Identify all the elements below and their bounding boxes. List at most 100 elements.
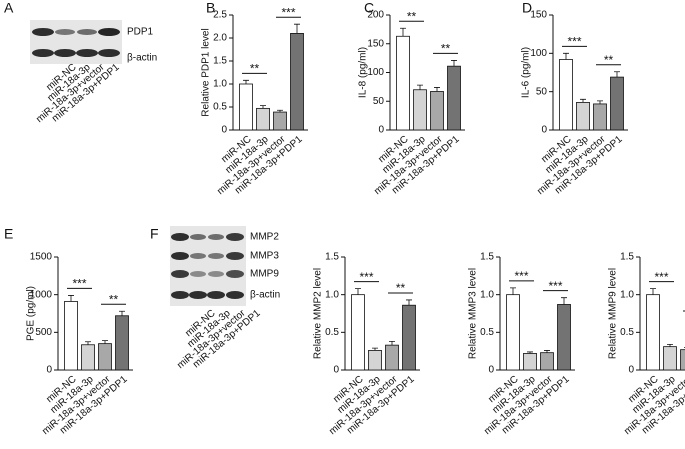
y-tick-label: 0.5 xyxy=(325,327,339,338)
bar xyxy=(385,344,399,371)
y-tick-label: 500 xyxy=(35,327,52,338)
y-tick-label: 50 xyxy=(373,96,385,107)
significance-label: *** xyxy=(567,35,581,49)
error-bar xyxy=(434,87,440,92)
error-bar xyxy=(389,340,395,346)
y-tick-label: 0.5 xyxy=(620,327,634,338)
blot-f: MMP2 MMP3 MMP9 β-actin xyxy=(170,226,280,306)
bands xyxy=(32,28,120,57)
error-bar xyxy=(355,288,361,295)
y-axis-label: Relative PDP1 level xyxy=(201,28,212,116)
bar xyxy=(98,343,112,371)
bar xyxy=(430,91,444,131)
bar xyxy=(290,33,304,131)
error-bar xyxy=(597,100,603,104)
bar xyxy=(610,76,624,131)
chart: 050100150miR-NCmiR-18a-3pmiR-18a-3p+vect… xyxy=(521,10,628,197)
y-axis-label: PGE (pg/ml) xyxy=(26,286,37,341)
y-axis-label: IL-8 (pg/ml) xyxy=(358,47,369,98)
y-tick-label: 2.5 xyxy=(213,10,227,21)
blot-label: β-actin xyxy=(127,53,157,64)
y-tick-label: 0 xyxy=(378,125,384,136)
bar xyxy=(115,315,129,371)
y-tick-label: 1.0 xyxy=(480,289,494,300)
blot-label: β-actin xyxy=(250,290,280,301)
bar xyxy=(81,344,95,371)
error-bar xyxy=(561,297,567,305)
y-axis-label: Relative MMP2 level xyxy=(313,268,324,359)
y-tick-label: 0.5 xyxy=(213,102,227,113)
error-bar xyxy=(243,79,249,84)
error-bar xyxy=(277,109,283,113)
error-bar xyxy=(527,351,533,354)
panel-letter: F xyxy=(150,226,159,242)
error-bar xyxy=(667,343,673,347)
error-bar xyxy=(563,52,569,60)
y-tick-label: 100 xyxy=(530,48,547,59)
chart: 00.51.01.5miR-NCmiR-18a-3pmiR-18a-3p+vec… xyxy=(313,252,420,437)
bar xyxy=(351,294,365,371)
y-tick-label: 150 xyxy=(367,38,384,49)
significance-label: ** xyxy=(604,53,614,67)
y-tick-label: 1.0 xyxy=(213,79,227,90)
significance-label: *** xyxy=(654,270,668,284)
y-tick-label: 1.0 xyxy=(325,289,339,300)
chart: 00.51.01.5miR-NCmiR-18a-3pmiR-18a-3p+vec… xyxy=(468,252,575,437)
error-bar xyxy=(544,350,550,353)
bar xyxy=(576,102,590,131)
error-bar xyxy=(372,347,378,351)
significance-label: *** xyxy=(514,269,528,283)
panel-letter: C xyxy=(364,0,374,16)
bar xyxy=(559,59,573,131)
blot-background xyxy=(30,20,122,64)
error-bar xyxy=(406,299,412,306)
panel-letter: B xyxy=(206,0,215,16)
error-bar xyxy=(85,341,91,345)
bar xyxy=(273,111,287,131)
chart: 050100150200miR-NCmiR-18a-3pmiR-18a-3p+v… xyxy=(358,9,465,197)
y-tick-label: 0 xyxy=(333,365,339,376)
y-tick-label: 1500 xyxy=(30,252,53,263)
significance-label: *** xyxy=(72,277,86,291)
significance-label: *** xyxy=(281,5,295,19)
chart: 00.51.01.52.02.5miR-NCmiR-18a-3pmiR-18a-… xyxy=(201,5,308,197)
y-tick-label: 2.0 xyxy=(213,33,227,44)
error-bar xyxy=(400,27,406,37)
y-tick-label: 200 xyxy=(367,10,384,21)
significance-label: *** xyxy=(359,270,373,284)
blot-a: PDP1 β-actin xyxy=(30,20,157,64)
error-bar xyxy=(102,340,108,344)
y-tick-label: 0 xyxy=(221,125,227,136)
bar xyxy=(523,353,537,371)
bar xyxy=(396,35,410,131)
panel-letter: E xyxy=(4,226,13,242)
bar xyxy=(680,349,685,371)
significance-label: ** xyxy=(441,42,451,56)
error-bar xyxy=(260,105,266,109)
y-tick-label: 50 xyxy=(536,86,548,97)
bar xyxy=(646,294,660,371)
y-tick-label: 150 xyxy=(530,10,547,21)
bar xyxy=(506,294,520,371)
blot-label: MMP9 xyxy=(250,269,279,280)
y-tick-label: 1.5 xyxy=(325,252,339,263)
bar xyxy=(663,346,677,371)
significance-label: ** xyxy=(407,9,417,23)
error-bar xyxy=(451,60,457,67)
bar xyxy=(368,350,382,371)
bar xyxy=(557,304,571,371)
blot-label: MMP2 xyxy=(250,232,279,243)
error-bar xyxy=(294,23,300,34)
error-bar xyxy=(580,98,586,103)
error-bar xyxy=(68,295,74,302)
error-bar xyxy=(650,288,656,295)
significance-label: *** xyxy=(548,279,562,293)
bar xyxy=(413,89,427,131)
panel-letter: A xyxy=(4,0,14,16)
y-tick-label: 1.0 xyxy=(620,289,634,300)
blot-label: PDP1 xyxy=(127,27,154,38)
blot-label: MMP3 xyxy=(250,251,279,262)
y-tick-label: 1.5 xyxy=(620,252,634,263)
bar xyxy=(540,352,554,371)
bar xyxy=(239,83,253,131)
